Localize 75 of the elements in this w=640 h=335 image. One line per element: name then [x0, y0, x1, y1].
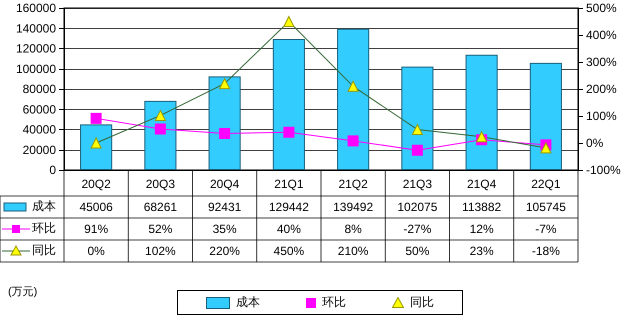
y2-tick-label: 200% [586, 82, 618, 96]
legend-label: 同比 [32, 243, 56, 257]
y2-tick-label: 100% [586, 109, 618, 123]
data-label: 23% [470, 244, 494, 258]
point [348, 80, 359, 92]
point [476, 131, 488, 142]
data-label: 92431 [208, 200, 242, 214]
y-tick-label: 100000 [16, 62, 56, 76]
data-label: 129442 [268, 200, 310, 214]
data-label: 68261 [144, 200, 178, 214]
text: 成本 [236, 295, 260, 309]
bar [337, 28, 370, 170]
x-tick-label: 20Q2 [81, 177, 112, 191]
data-label: 0% [87, 244, 106, 258]
data-label: 52% [148, 222, 173, 236]
y2-tick-label: -100% [586, 163, 622, 177]
x-tick-label: 21Q4 [466, 177, 497, 191]
legend-label: 环比 [32, 221, 56, 235]
y2-tick-label: 0% [586, 136, 604, 150]
data-label: 8% [344, 222, 362, 236]
data-label: -18% [532, 244, 560, 258]
y2-tick-label: 500% [586, 1, 618, 15]
data-label: -27% [403, 222, 432, 236]
data-label: 102075 [397, 200, 438, 214]
bar [80, 124, 112, 170]
x-tick-label: 21Q3 [402, 177, 432, 191]
point [219, 78, 230, 90]
data-label: 91% [84, 222, 108, 236]
data-label: 139492 [333, 200, 374, 214]
data-label: 105745 [526, 200, 566, 214]
data-label: 35% [212, 222, 237, 236]
x-tick-label: 21Q2 [338, 177, 368, 191]
data-label: 50% [405, 244, 430, 258]
text: 同比 [410, 295, 434, 309]
legend-label: 成本 [32, 199, 56, 213]
text: 环比 [322, 295, 346, 309]
point [283, 16, 294, 27]
point [90, 112, 102, 124]
x-tick-label: 22Q1 [531, 177, 561, 191]
y-tick-label: 60000 [22, 102, 56, 116]
text: (万元) [8, 286, 38, 298]
data-label: 220% [209, 244, 240, 258]
y-tick-label: 120000 [16, 42, 56, 56]
y-tick-label: 40000 [22, 122, 56, 136]
data-label: 40% [276, 222, 302, 236]
point [412, 144, 423, 156]
data-label: 12% [470, 222, 494, 236]
bar [272, 38, 305, 170]
y2-tick-label: 400% [586, 28, 618, 42]
x-tick-label: 20Q3 [146, 177, 176, 191]
data-label: 113882 [462, 200, 502, 214]
point [154, 123, 166, 134]
data-label: -7% [535, 222, 557, 236]
bar [466, 54, 498, 170]
point [283, 126, 294, 138]
y-tick-label: 20000 [22, 142, 56, 157]
point [348, 135, 359, 146]
data-label: 45006 [79, 200, 114, 214]
data-label: 210% [338, 244, 369, 258]
bar [208, 76, 241, 170]
y-tick-label: 0 [49, 163, 56, 177]
point [219, 128, 230, 140]
y-tick-label: 80000 [22, 82, 56, 96]
point [154, 110, 166, 121]
bar [401, 66, 434, 170]
x-tick-label: 20Q4 [210, 177, 240, 191]
y-tick-label: 140000 [16, 21, 56, 36]
x-tick-label: 21Q1 [274, 177, 304, 191]
bar [530, 62, 562, 170]
y2-tick-label: 300% [586, 55, 618, 69]
point [540, 142, 552, 154]
y-tick-label: 160000 [16, 1, 56, 15]
data-label: 102% [145, 244, 176, 258]
point [412, 124, 423, 135]
data-label: 450% [274, 244, 305, 258]
